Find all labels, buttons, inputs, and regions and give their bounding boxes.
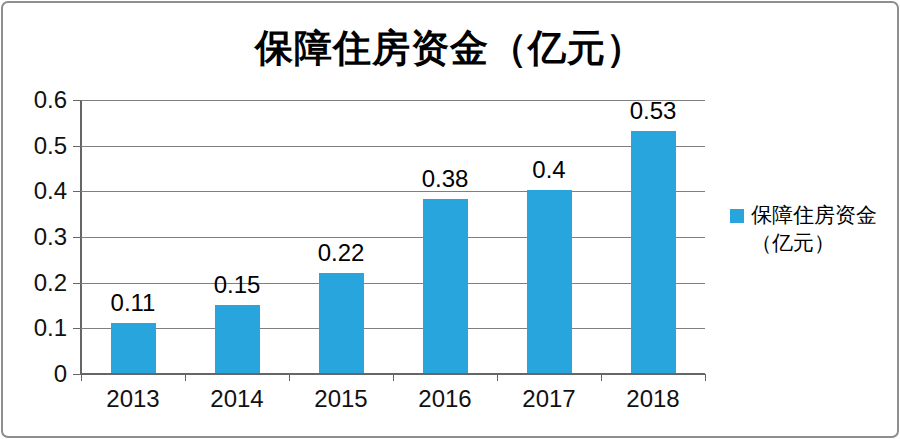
y-tick-label: 0.6 <box>7 87 67 113</box>
y-tick-mark <box>73 283 81 284</box>
bar <box>527 190 572 373</box>
chart-title: 保障住房资金（亿元） <box>3 23 897 74</box>
bar-value-label: 0.15 <box>185 273 289 297</box>
y-tick-mark <box>73 100 81 101</box>
bar <box>215 305 260 374</box>
x-tick-label: 2016 <box>393 386 497 412</box>
bar-value-label: 0.22 <box>289 241 393 265</box>
x-tick-mark <box>601 374 602 381</box>
y-tick-mark <box>73 146 81 147</box>
bar <box>111 323 156 373</box>
y-tick-mark <box>73 237 81 238</box>
x-tick-mark <box>289 374 290 381</box>
x-tick-mark <box>497 374 498 381</box>
x-tick-label: 2018 <box>601 386 705 412</box>
bar-value-label: 0.53 <box>601 99 705 123</box>
gridline <box>81 283 705 284</box>
y-tick-mark <box>73 328 81 329</box>
x-tick-label: 2014 <box>185 386 289 412</box>
chart-frame: 保障住房资金（亿元） 0.110.150.220.380.40.53 00.10… <box>1 1 899 438</box>
bar-value-label: 0.11 <box>81 291 185 315</box>
y-tick-mark <box>73 191 81 192</box>
bar <box>631 131 676 373</box>
x-tick-mark <box>185 374 186 381</box>
legend: 保障住房资金 （亿元） <box>730 201 877 257</box>
y-tick-label: 0.4 <box>7 178 67 204</box>
bar-value-label: 0.4 <box>497 158 601 182</box>
x-tick-label: 2017 <box>497 386 601 412</box>
y-tick-mark <box>73 374 81 375</box>
y-tick-label: 0.5 <box>7 133 67 159</box>
bar <box>319 273 364 373</box>
gridline <box>81 328 705 329</box>
legend-label-line2: （亿元） <box>751 229 877 257</box>
x-tick-mark <box>81 374 82 381</box>
x-tick-label: 2013 <box>81 386 185 412</box>
x-tick-label: 2015 <box>289 386 393 412</box>
legend-label-line1: 保障住房资金 <box>751 201 877 229</box>
y-tick-label: 0.2 <box>7 270 67 296</box>
bar <box>423 199 468 373</box>
x-tick-mark <box>705 374 706 381</box>
x-tick-mark <box>393 374 394 381</box>
gridline <box>81 146 705 147</box>
bar-value-label: 0.38 <box>393 167 497 191</box>
legend-label: 保障住房资金 （亿元） <box>751 201 877 257</box>
gridline <box>81 237 705 238</box>
y-tick-label: 0 <box>7 361 67 387</box>
plot-area: 0.110.150.22 0.380.4 0.53 <box>81 100 705 374</box>
legend-swatch-icon <box>730 209 744 223</box>
y-tick-label: 0.1 <box>7 315 67 341</box>
y-tick-label: 0.3 <box>7 224 67 250</box>
gridline <box>81 191 705 192</box>
